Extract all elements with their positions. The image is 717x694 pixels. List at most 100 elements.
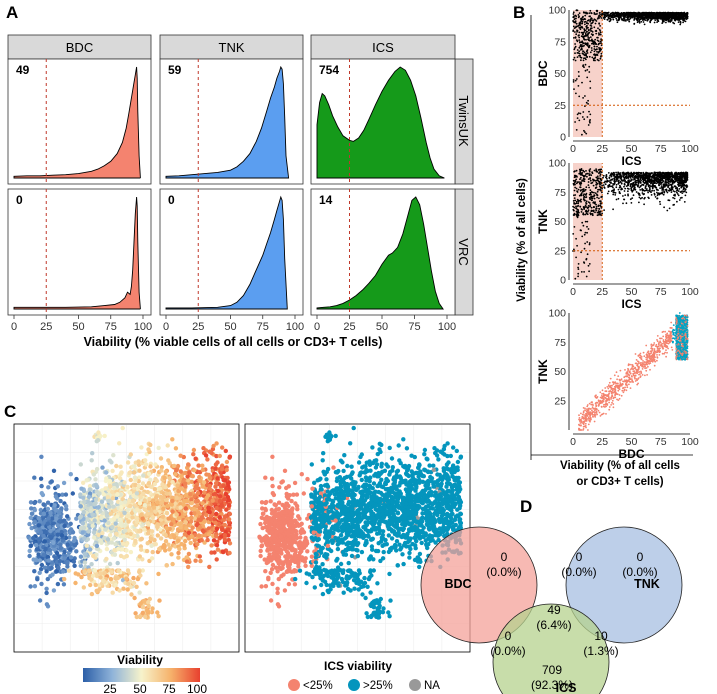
scatter-point [596,196,598,199]
x-axis-label: ICS [621,154,641,168]
scatter-point [646,182,649,184]
scatter-point [600,181,602,184]
scatter-point [574,180,577,183]
scatter-point [632,194,635,197]
scatter-point [652,358,655,361]
scatter-point [612,208,614,211]
scatter-point [666,334,669,336]
scatter-point [575,213,578,216]
scatter-point [629,372,632,375]
scatter-point [623,178,626,181]
scatter-point [680,178,683,181]
scatter-point [586,76,589,79]
scatter-point [620,379,622,381]
y-tick-label: 50 [554,68,566,80]
scatter-point [670,178,672,181]
scatter-point [636,379,638,382]
scatter-point [617,389,620,392]
scatter-point [684,345,686,348]
scatter-point [659,187,661,190]
scatter-point [587,416,590,419]
scatter-point [582,111,585,113]
scatter-point [578,427,580,430]
scatter-point [596,36,598,39]
scatter-point [650,191,652,194]
scatter-point [583,118,586,121]
scatter-point [628,383,630,386]
scatter-point [639,181,642,184]
scatter-point [630,183,632,186]
scatter-point [574,121,576,123]
scatter-point [627,11,630,14]
scatter-point [614,194,617,196]
scatter-point [637,377,640,379]
scatter-point [580,211,583,213]
scatter-point [677,190,680,193]
scatter-point [649,368,651,371]
scatter-point [605,394,608,397]
scatter-point [676,177,679,180]
scatter-point [660,345,663,347]
scatter-point [609,17,612,20]
scatter-point [612,18,615,21]
scatter-point [665,12,667,15]
y-axis-label: BDC [536,60,550,86]
scatter-point [589,80,592,83]
strip-bdc [7,34,152,60]
scatter-point [590,213,593,215]
scatter-point [575,200,578,203]
scatter-point [615,17,618,20]
scatter-point [578,34,580,37]
scatter-point [642,351,645,354]
scatter-point [616,178,618,181]
scatter-point [636,16,639,19]
scatter-point [625,389,628,392]
scatter-point [624,187,627,190]
scatter-point [654,356,656,359]
scatter-point [579,112,582,115]
scatter-point [624,19,626,22]
scatter-point [588,44,591,47]
scatter-point [686,175,688,178]
scatter-point [573,56,576,59]
scatter-point [680,174,682,177]
scatter-point [645,13,648,16]
scatter-point [588,110,590,113]
scatter-point [572,16,575,19]
scatter-point [605,413,607,415]
scatter-point [682,326,684,328]
scatter-point [612,189,615,192]
scatter-point [681,184,684,187]
scatter-point [592,33,594,36]
scatter-point [659,177,662,180]
scatter-point [644,186,647,188]
scatter-point [592,19,594,22]
scatter-point [578,181,580,183]
scatter-point [585,28,588,30]
scatter-point [638,356,641,359]
scatter-point [656,15,658,18]
scatter-point [610,181,612,184]
scatter-point [656,11,658,14]
scatter-point [588,32,590,34]
scatter-point [576,113,579,116]
scatter-point [601,187,603,190]
scatter-point [664,16,666,19]
scatter-point [623,183,626,186]
scatter-point [573,176,576,179]
facet-count: 49 [16,63,30,77]
scatter-point [642,360,644,362]
scatter-point [598,28,601,31]
scatter-point [659,200,661,203]
scatter-point [595,208,597,210]
scatter-point [581,52,584,55]
scatter-point [583,57,585,60]
scatter-point [595,9,598,12]
scatter-point [576,49,579,51]
scatter-point [615,392,617,395]
scatter-point [677,172,679,174]
scatter-point [590,174,593,177]
scatter-point [625,181,628,183]
scatter-point [612,16,614,19]
